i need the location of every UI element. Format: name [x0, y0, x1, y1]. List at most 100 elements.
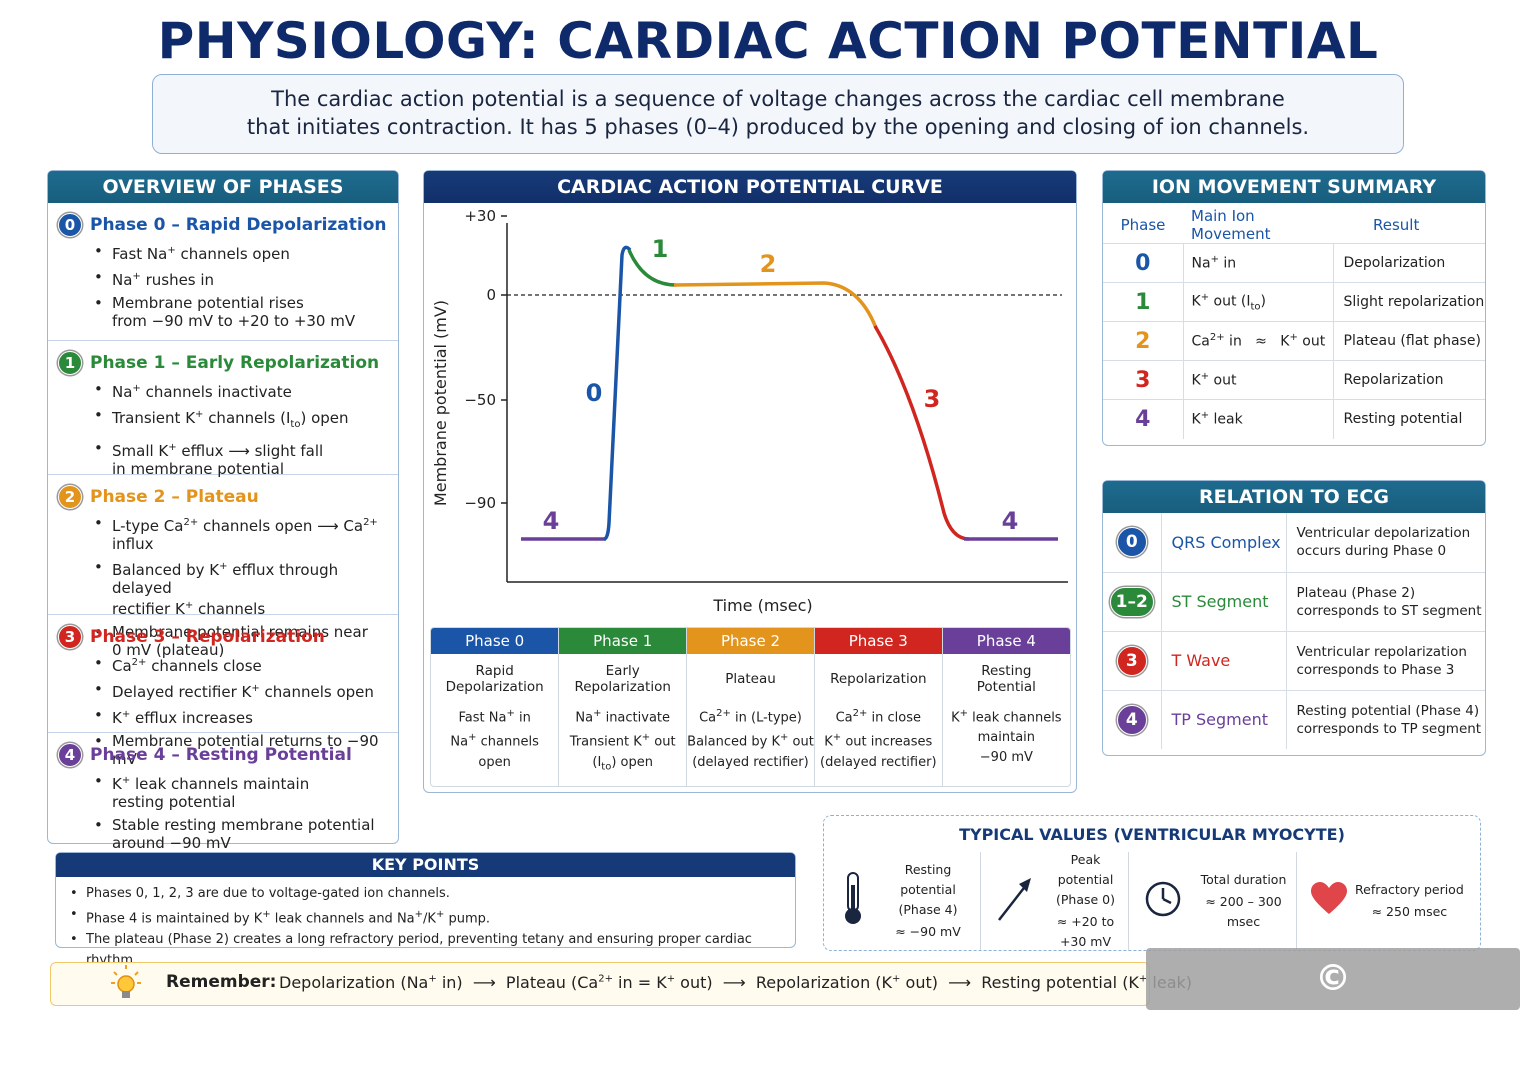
ion-phase: 0 [1103, 243, 1184, 283]
typical-value-item: Total duration ≈ 200 – 300 msec [1129, 852, 1297, 950]
ion-result: Repolarization [1333, 360, 1485, 400]
ecg-badge: 4 [1116, 704, 1147, 735]
ecg-name: ST Segment [1161, 572, 1287, 632]
overview-panel: OVERVIEW OF PHASES 0 Phase 0 – Rapid Depo… [47, 170, 399, 852]
curve-phase-label: 0 [586, 379, 603, 407]
phase-2-title: Phase 2 – Plateau [90, 487, 259, 507]
curve-phase-label: 1 [652, 235, 669, 263]
phase-3-bullet: Delayed rectifier K+ channels open [94, 680, 398, 701]
phase-table-desc: Na+ inactivate Transient K+ out (Ito) open [558, 700, 688, 786]
phase-2-badge: 2 [58, 485, 82, 509]
ecg-row: 1–2 ST Segment Plateau (Phase 2) correspond… [1103, 572, 1485, 632]
ecg-row: 3 T Wave Ventricular repolarization corresp… [1103, 631, 1485, 691]
phase-table-name: Resting Potential [976, 663, 1036, 695]
y-tick-label: 0 [486, 286, 496, 304]
phase-0-segment [603, 245, 632, 541]
curve-phase-label: 4 [1002, 507, 1019, 535]
curve-phase-label: 3 [924, 385, 941, 413]
ion-col-header: Phase [1103, 207, 1183, 244]
ion-movement: K+ out (Ito) [1183, 282, 1334, 322]
heart-icon [1311, 882, 1347, 920]
phase-1-bullet: Na+ channels inactivate [94, 380, 398, 401]
ecg-row: 0 QRS Complex Ventricular depolarization oc… [1103, 513, 1485, 573]
ecg-badge: 3 [1116, 645, 1147, 676]
phase-4-bullet: Stable resting membrane potentialaround … [94, 816, 398, 852]
phase-0-bullet: Na+ rushes in [94, 268, 398, 289]
phase-0-badge: 0 [58, 213, 82, 237]
remember-bar [50, 962, 1150, 1006]
ion-row: 2 Ca2+ in ≈ K+ out Plateau (flat phase) [1103, 321, 1485, 361]
ion-row: 0 Na+ in Depolarization [1103, 243, 1485, 283]
typical-value-label: Total duration [1200, 872, 1287, 887]
ecg-name: T Wave [1161, 631, 1287, 691]
overview-phase-2-heading: 2 Phase 2 – Plateau [58, 485, 398, 509]
page-title: PHYSIOLOGY: CARDIAC ACTION POTENTIAL [157, 12, 1379, 70]
ion-col-header: Result [1333, 207, 1485, 244]
ecg-desc: Resting potential (Phase 4) corresponds t… [1296, 702, 1482, 737]
overview-phase-1-heading: 1 Phase 1 – Early Repolarization [58, 351, 398, 375]
phase-table-desc: Fast Na+ in Na+ channels open [431, 700, 560, 786]
ion-row: 3 K+ out Repolarization [1103, 360, 1485, 400]
ecg-desc: Plateau (Phase 2) corresponds to ST segme… [1286, 572, 1485, 632]
phase-table-head: Phase 0 [431, 628, 560, 654]
phase-1-bullet: Transient K+ channels (Ito) open [94, 406, 398, 434]
ion-header: ION MOVEMENT SUMMARY [1103, 171, 1485, 203]
overview-phase-3-heading: 3 Phase 3 – Repolarization [58, 625, 398, 649]
phase-table-name: Repolarization [814, 654, 943, 700]
ion-movement: K+ leak [1183, 399, 1334, 439]
ion-result: Depolarization [1333, 243, 1485, 283]
watermark: © Medpulselq.com [1146, 948, 1520, 1061]
phase-4-badge: 4 [58, 743, 82, 767]
key-point: Phase 4 is maintained by K+ leak channel… [70, 904, 795, 929]
x-axis-label: Time (msec) [712, 596, 812, 615]
phase-3-bullet: Ca2+ channels close [94, 654, 398, 675]
ecg-header: RELATION TO ECG [1103, 481, 1485, 513]
ecg-badge: 0 [1116, 527, 1147, 558]
ion-result: Resting potential [1343, 411, 1463, 428]
ion-movement: K+ out [1183, 360, 1334, 400]
phase-2-bullet: Balanced by K+ efflux through delayedrec… [94, 558, 398, 618]
phase-1-title: Phase 1 – Early Repolarization [90, 353, 380, 373]
y-tick-label: +30 [464, 207, 496, 225]
ion-phase: 3 [1103, 360, 1184, 400]
typical-value-item: Refractory period ≈ 250 msec [1297, 852, 1477, 950]
phase-2-bullet: L-type Ca2+ channels open ⟶ Ca2+ influx [94, 514, 398, 553]
y-axis-label: Membrane potential (mV) [431, 300, 450, 506]
action-potential-chart: +30 0 −50 −90 Membrane potential (mV) Time (m… [431, 207, 1068, 615]
ion-col-header: Main Ion Movement [1183, 207, 1333, 244]
y-tick-label: −50 [464, 391, 496, 409]
phase-table-name: Rapid Depolarization [431, 654, 560, 700]
phase-table-head: Phase 3 [814, 628, 943, 654]
overview-phase-2: 2 Phase 2 – Plateau L-type Ca2+ channels o… [48, 475, 398, 659]
curve-phase-label: 2 [760, 250, 777, 278]
overview-phase-0: 0 Phase 0 – Rapid Depolarization Fast Na+ … [48, 203, 398, 341]
typical-value-label: Peak potential (Phase 0) [1055, 852, 1115, 907]
ecg-desc: Ventricular depolarization occurs during … [1286, 513, 1485, 573]
key-points-panel: KEY POINTS Phases 0, 1, 2, 3 are due to … [55, 852, 796, 968]
typical-value-value: ≈ 250 msec [1371, 904, 1448, 919]
ion-phase: 2 [1103, 321, 1184, 361]
phase-table-head: Phase 4 [942, 628, 1070, 654]
ecg-name: QRS Complex [1161, 513, 1287, 573]
curve-phase-label: 4 [543, 507, 560, 535]
arrow-up-icon [995, 874, 1035, 928]
ion-phase: 4 [1103, 399, 1184, 439]
overview-phase-4: 4 Phase 4 – Resting Potential K+ leak chan… [48, 733, 398, 852]
typical-value-value: ≈ +20 to +30 mV [1056, 914, 1115, 949]
ion-result: Slight repolarization [1333, 282, 1485, 322]
phase-3-bullet: K+ efflux increases [94, 706, 398, 727]
phase-4-title: Phase 4 – Resting Potential [90, 745, 352, 765]
phase-2-segment [673, 281, 878, 329]
intro-box: The cardiac action potential is a sequen… [152, 74, 1404, 154]
intro-line-2: that initiates contraction. It has 5 pha… [246, 115, 1310, 139]
ion-table: Phase Main Ion Movement Result 0 Na+ in Depol… [1103, 207, 1485, 439]
key-points-header: KEY POINTS [56, 853, 795, 877]
typical-value-value: ≈ −90 mV [895, 924, 961, 939]
phase-table-desc: Ca2+ in close K+ out increases (delayed re… [814, 700, 943, 786]
lightbulb-icon [110, 964, 142, 1004]
ion-phase: 1 [1103, 282, 1184, 322]
phase-0-bullet: Fast Na+ channels open [94, 242, 398, 263]
